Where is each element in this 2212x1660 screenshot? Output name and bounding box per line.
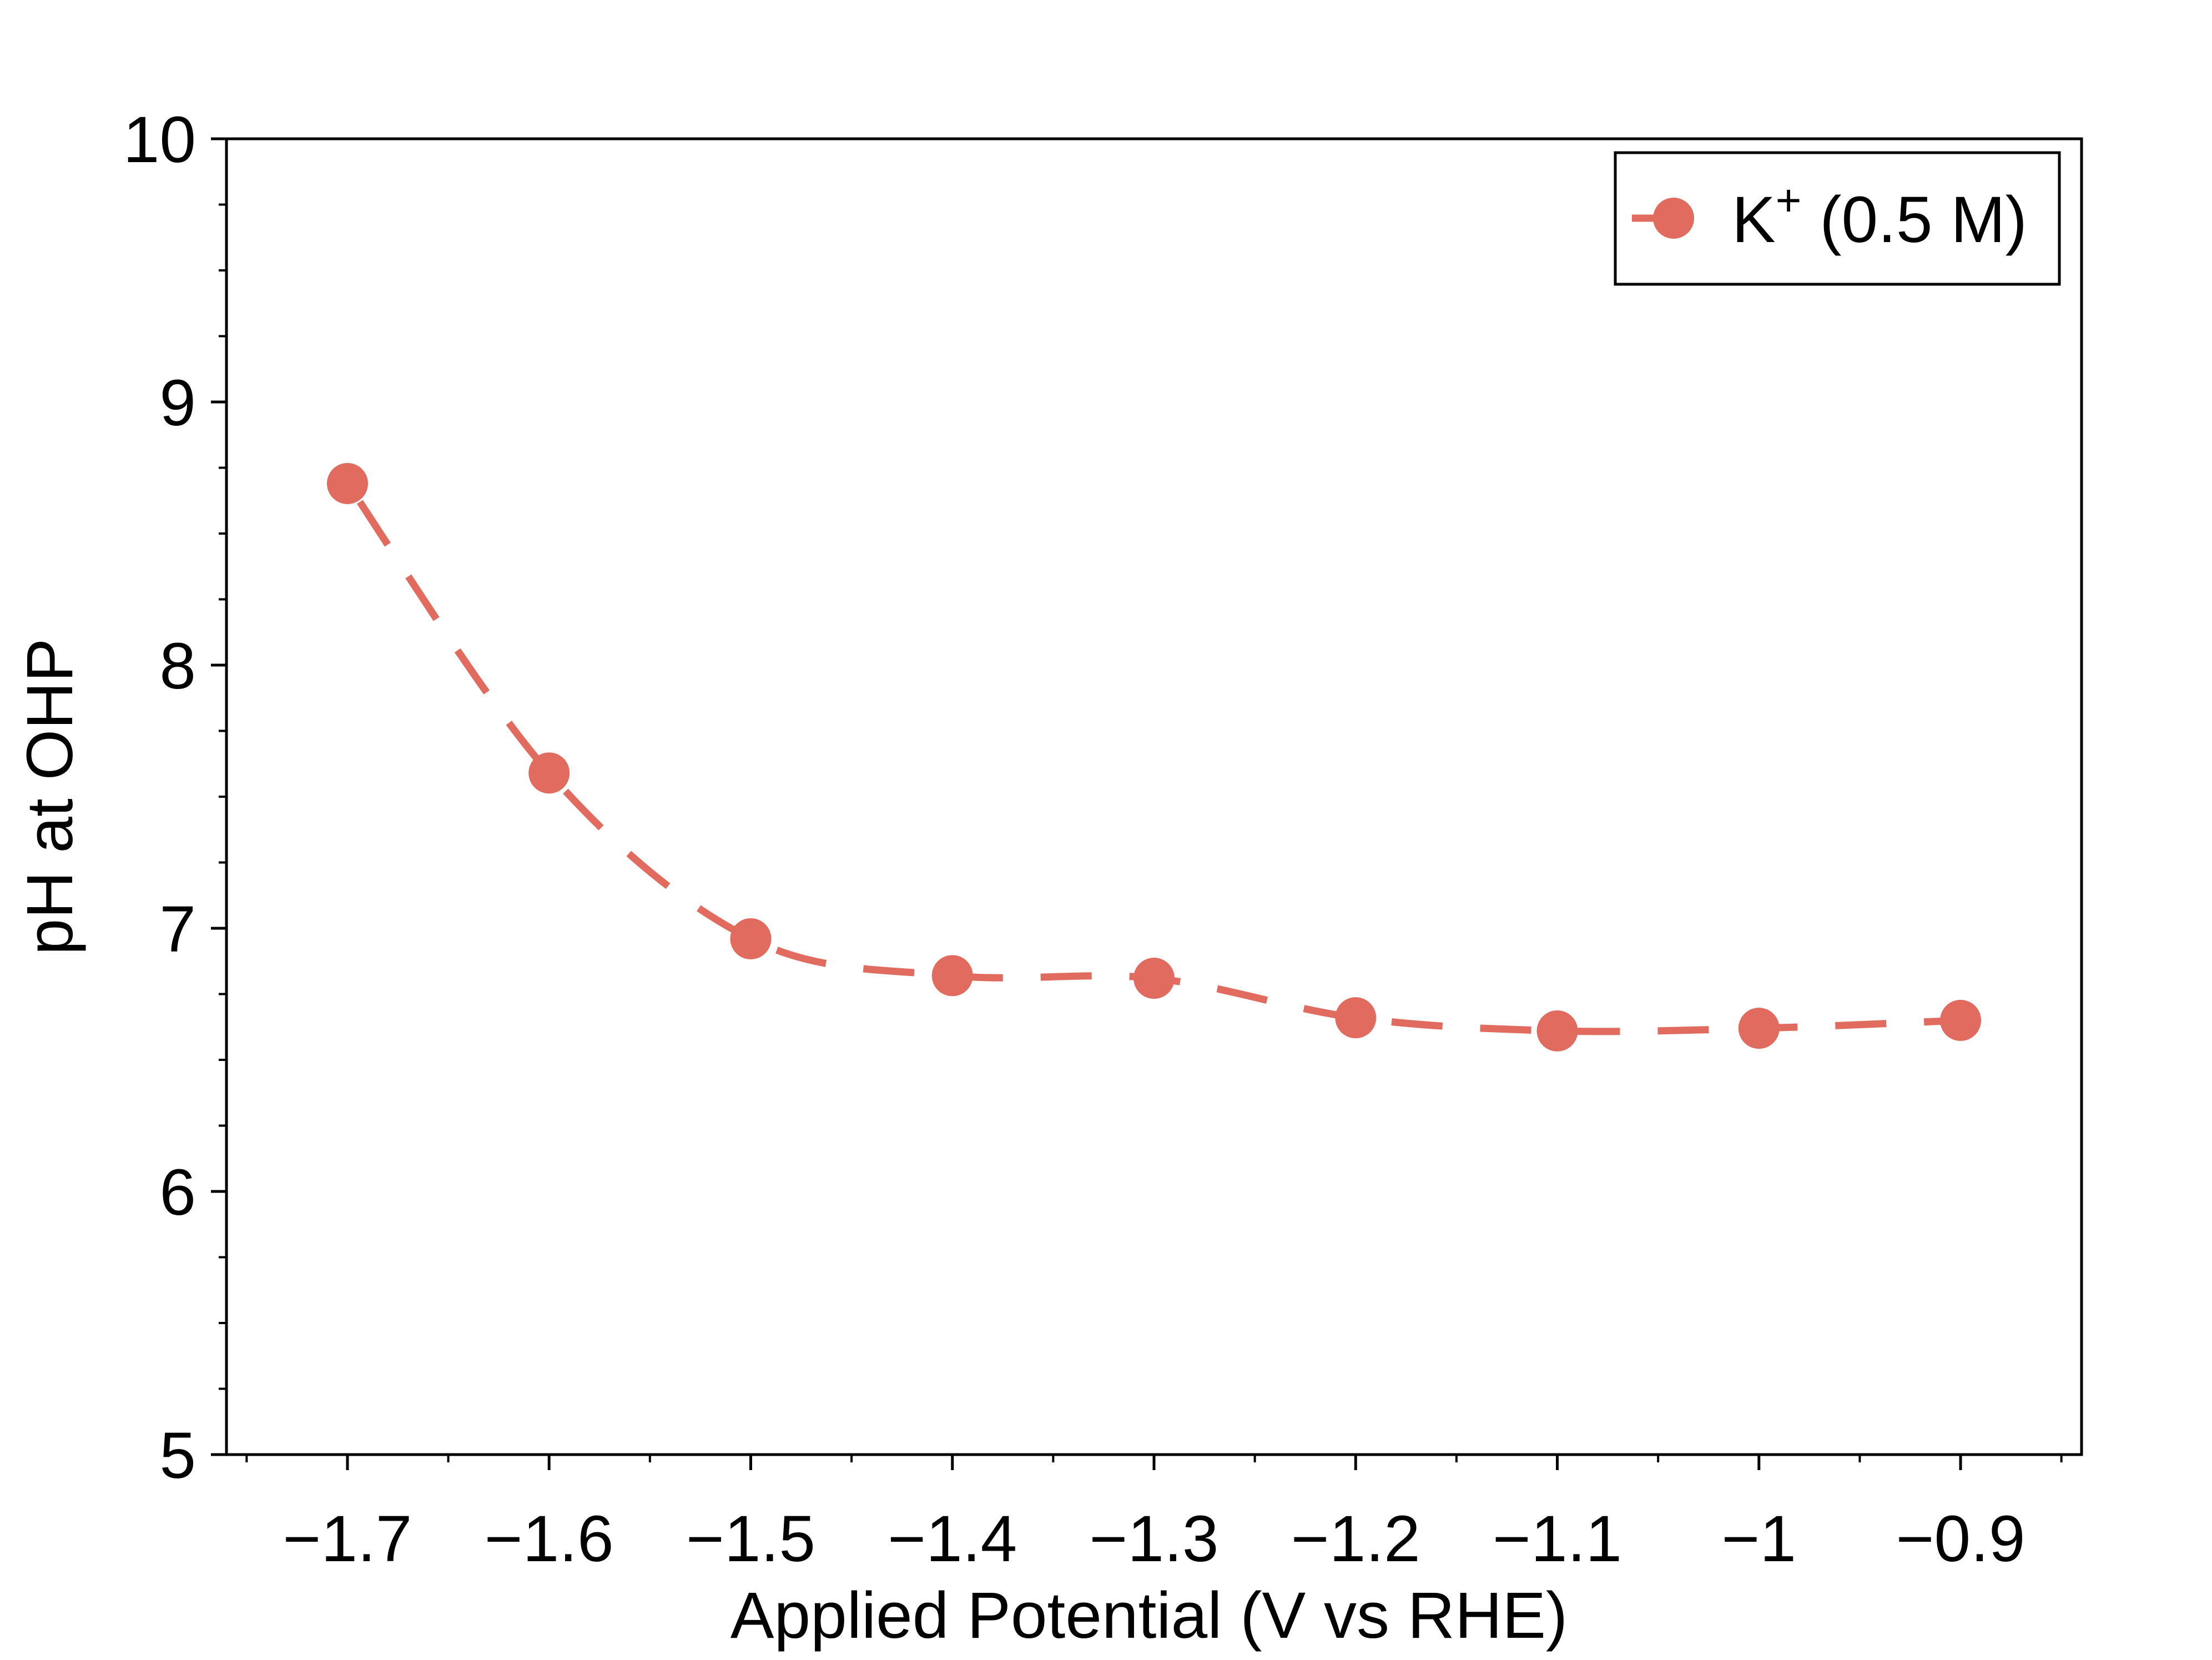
x-tick-label: −1.3 — [1090, 1502, 1219, 1576]
plot-frame — [225, 137, 2083, 1456]
data-point — [326, 462, 368, 504]
legend: K+ (0.5 M) — [1614, 151, 2061, 286]
x-tick-label: −1.4 — [888, 1502, 1017, 1576]
data-point — [528, 752, 570, 794]
x-tick-label: −1.6 — [485, 1502, 614, 1576]
x-tick-label: −1.5 — [686, 1502, 815, 1576]
data-point — [1536, 1010, 1578, 1052]
legend-marker — [1653, 198, 1694, 239]
data-point — [1738, 1008, 1780, 1049]
series-line — [344, 481, 1961, 1035]
y-tick-label: 5 — [159, 1419, 196, 1492]
y-tick-label: 6 — [159, 1156, 196, 1229]
x-tick-label: −1.2 — [1291, 1502, 1420, 1576]
data-point — [730, 918, 772, 959]
data-point — [1335, 997, 1377, 1039]
data-point — [1940, 999, 1982, 1041]
x-tick-label: −1 — [1722, 1502, 1797, 1576]
x-tick-label: −0.9 — [1896, 1502, 2025, 1576]
y-tick-label: 10 — [123, 103, 196, 177]
x-axis-label: Applied Potential (V vs RHE) — [730, 1579, 1568, 1652]
y-axis-label: pH at OHP — [13, 638, 87, 955]
legend-label: K+ (0.5 M) — [1732, 175, 2027, 256]
x-tick-label: −1.7 — [283, 1502, 412, 1576]
data-point — [931, 955, 973, 997]
data-point — [1133, 958, 1175, 999]
y-tick-label: 9 — [159, 366, 196, 440]
legend-label-superscript: + — [1776, 175, 1802, 225]
legend-label-base: K — [1732, 183, 1776, 256]
legend-label-suffix: (0.5 M) — [1801, 183, 2027, 256]
x-tick-label: −1.1 — [1493, 1502, 1622, 1576]
y-tick-label: 7 — [159, 893, 196, 966]
y-tick-label: 8 — [159, 630, 196, 703]
